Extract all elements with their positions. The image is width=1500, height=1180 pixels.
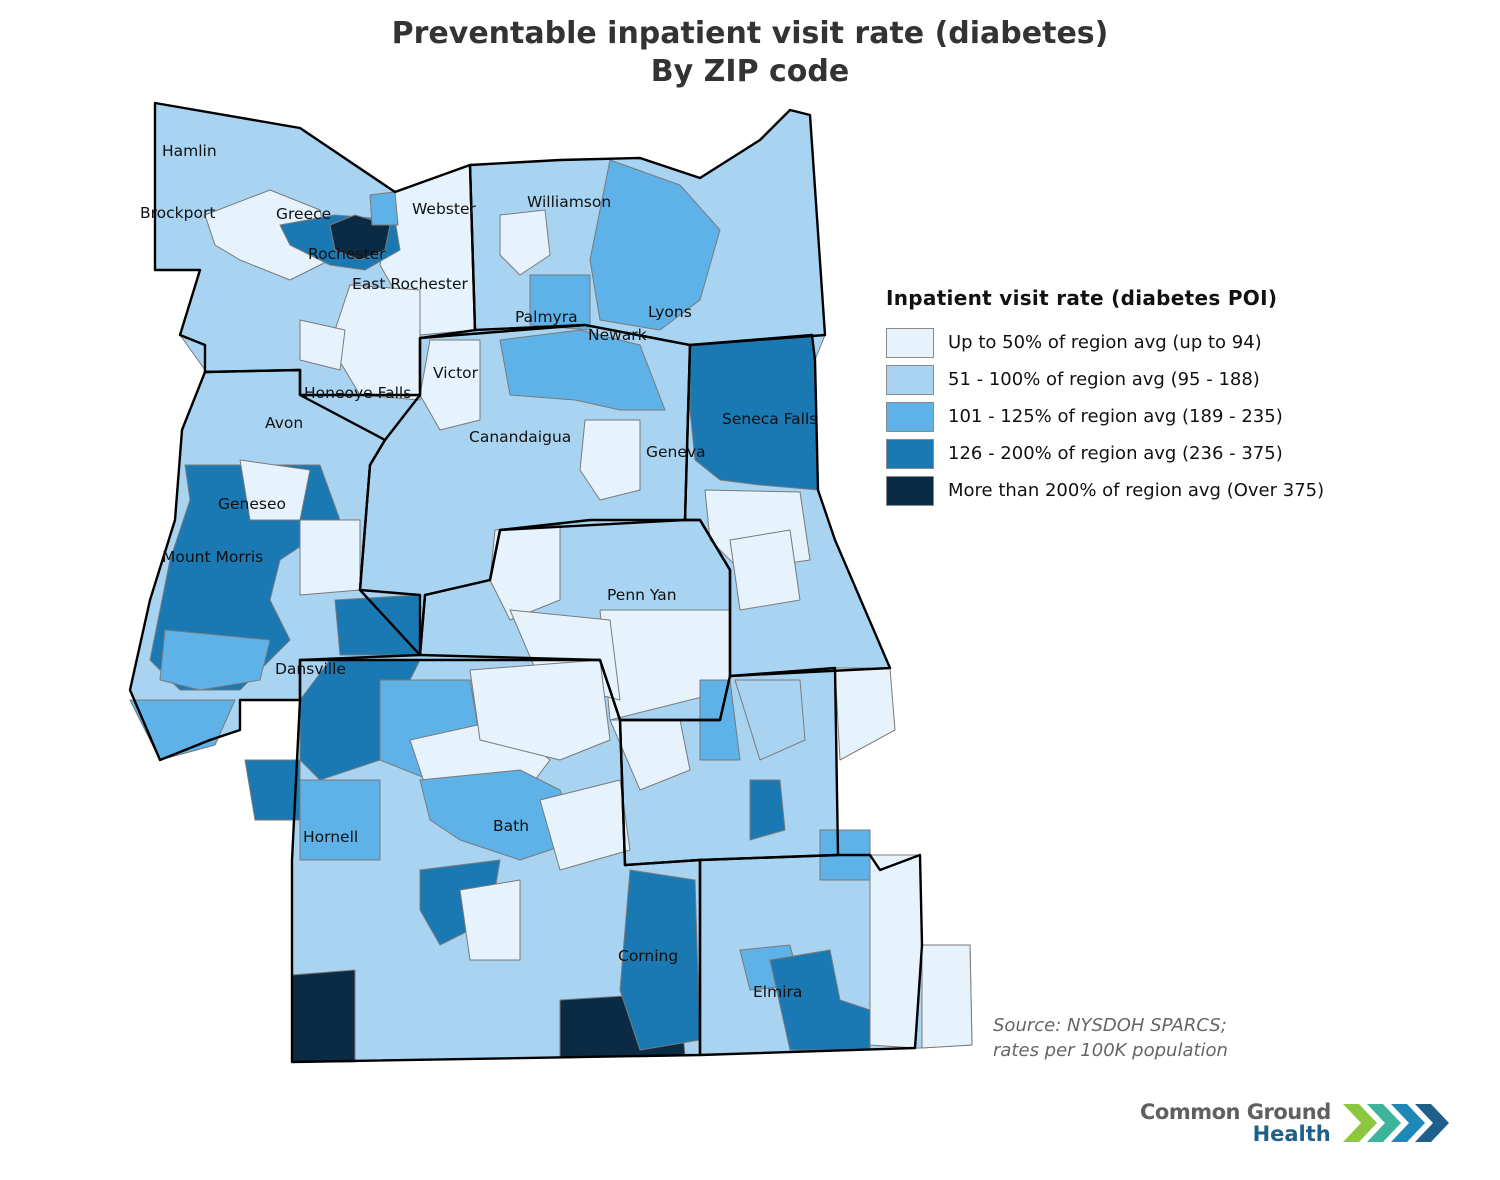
zip-zone xyxy=(299,779,381,861)
county-boundaries xyxy=(128,101,924,1064)
legend-swatch xyxy=(886,438,934,469)
zip-zone xyxy=(834,667,896,761)
legend-label: More than 200% of region avg (Over 375) xyxy=(948,480,1325,501)
place-label: Newark xyxy=(588,326,647,344)
zip-zone xyxy=(729,529,801,611)
place-label: Bath xyxy=(493,817,529,835)
source-line: rates per 100K population xyxy=(993,1040,1228,1061)
logo: Common Ground Health xyxy=(1140,1100,1449,1146)
place-label: Victor xyxy=(433,364,479,382)
place-label: Elmira xyxy=(753,983,802,1001)
chevron-mark xyxy=(1390,1104,1425,1142)
legend-label: Up to 50% of region avg (up to 94) xyxy=(948,332,1262,353)
source-note: Source: NYSDOH SPARCS; rates per 100K po… xyxy=(993,1013,1228,1063)
legend-swatch xyxy=(886,401,934,432)
legend-item: 101 - 125% of region avg (189 - 235) xyxy=(886,398,1324,435)
zip-zone xyxy=(244,759,301,821)
county-boundary xyxy=(618,666,840,867)
place-label: Geneva xyxy=(646,443,706,461)
place-label: Williamson xyxy=(527,193,611,211)
zip-zone xyxy=(419,769,581,861)
zip-zone xyxy=(204,189,331,281)
map-title: Preventable inpatient visit rate (diabet… xyxy=(391,16,1109,51)
place-label: Dansville xyxy=(275,660,346,678)
zip-zone xyxy=(499,329,666,411)
place-label: Avon xyxy=(265,414,303,432)
legend-swatch xyxy=(886,327,934,358)
logo-text-line2: Health xyxy=(1252,1122,1331,1146)
zip-zone xyxy=(329,214,391,261)
chevron-mark xyxy=(1342,1104,1377,1142)
legend-title: Inpatient visit rate (diabetes POI) xyxy=(886,286,1278,310)
place-labels: Hamlin Brockport Greece Webster Williamson Ro… xyxy=(140,142,817,1001)
zip-zone xyxy=(529,274,591,331)
legend-item: 51 - 100% of region avg (95 - 188) xyxy=(886,361,1324,398)
place-label: Seneca Falls xyxy=(722,410,817,428)
zip-zone xyxy=(539,779,631,871)
place-label: Hornell xyxy=(303,828,358,846)
chevron-mark xyxy=(1414,1104,1449,1142)
zip-zone xyxy=(749,779,786,841)
zip-zone xyxy=(369,191,399,226)
zip-zone xyxy=(734,679,806,761)
zip-zone xyxy=(579,419,641,501)
zip-zone xyxy=(334,594,421,656)
zip-zone xyxy=(419,339,481,431)
place-label: Greece xyxy=(276,205,331,223)
county-boundary xyxy=(698,853,924,1057)
place-label: Webster xyxy=(412,200,476,218)
zip-zone xyxy=(299,519,361,596)
zip-zone xyxy=(159,629,271,691)
legend-swatch xyxy=(886,364,934,395)
legend-label: 51 - 100% of region avg (95 - 188) xyxy=(948,369,1260,390)
place-label: Palmyra xyxy=(515,308,578,326)
place-label: East Rochester xyxy=(352,275,468,293)
legend-item: Up to 50% of region avg (up to 94) xyxy=(886,324,1324,361)
zip-zone xyxy=(129,699,236,761)
legend-item: 126 - 200% of region avg (236 - 375) xyxy=(886,435,1324,472)
place-label: Brockport xyxy=(140,204,215,222)
zip-zone xyxy=(869,854,923,1049)
logo-wordmark: Common Ground Health xyxy=(1140,1101,1331,1145)
zip-zone xyxy=(239,459,311,521)
zip-zone xyxy=(299,319,346,371)
logo-text-line1: Common Ground xyxy=(1140,1100,1331,1124)
place-label: Canandaigua xyxy=(469,428,571,446)
place-label: Corning xyxy=(618,947,678,965)
zip-zone xyxy=(619,869,701,1051)
place-label: Hamlin xyxy=(162,142,217,160)
zip-zone xyxy=(499,209,551,276)
zip-zone xyxy=(459,879,521,961)
place-label: Honeoye Falls xyxy=(304,384,411,402)
legend-label: 126 - 200% of region avg (236 - 375) xyxy=(948,443,1283,464)
place-label: Mount Morris xyxy=(162,548,263,566)
zip-zone xyxy=(291,969,356,1063)
source-line: Source: NYSDOH SPARCS; xyxy=(993,1015,1227,1036)
zip-zones xyxy=(129,102,973,1063)
chevron-mark xyxy=(1366,1104,1401,1142)
place-label: Rochester xyxy=(308,245,386,263)
place-label: Geneseo xyxy=(218,495,286,513)
zip-zone xyxy=(921,944,973,1049)
legend: Inpatient visit rate (diabetes POI) Up t… xyxy=(886,286,1324,509)
place-label: Penn Yan xyxy=(607,586,677,604)
legend-label: 101 - 125% of region avg (189 - 235) xyxy=(948,406,1283,427)
legend-swatch xyxy=(886,475,934,506)
place-label: Lyons xyxy=(648,303,692,321)
chevrons-icon xyxy=(1342,1104,1449,1142)
map-subtitle: By ZIP code xyxy=(650,54,850,89)
legend-item: More than 200% of region avg (Over 375) xyxy=(886,472,1324,509)
zip-zone xyxy=(469,659,611,761)
zip-zone xyxy=(589,159,721,331)
